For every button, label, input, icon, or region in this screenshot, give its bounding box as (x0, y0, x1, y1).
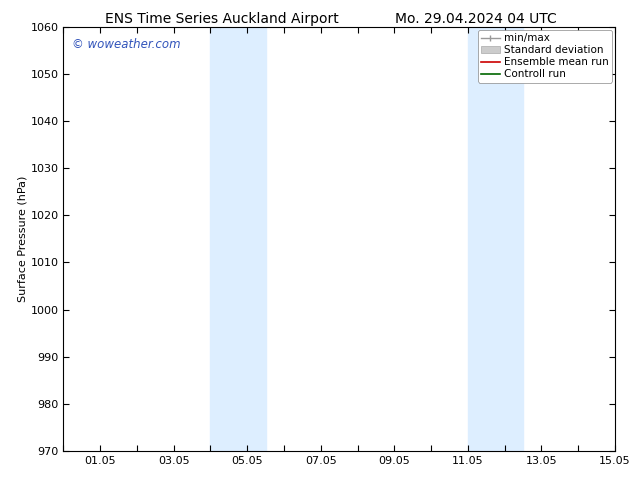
Bar (468, 27, 523, 451)
Bar (210, 27, 266, 451)
Text: © woweather.com: © woweather.com (72, 38, 180, 50)
Text: ENS Time Series Auckland Airport: ENS Time Series Auckland Airport (105, 12, 339, 26)
Legend: min/max, Standard deviation, Ensemble mean run, Controll run: min/max, Standard deviation, Ensemble me… (478, 30, 612, 83)
Text: Mo. 29.04.2024 04 UTC: Mo. 29.04.2024 04 UTC (394, 12, 557, 26)
Y-axis label: Surface Pressure (hPa): Surface Pressure (hPa) (18, 176, 28, 302)
